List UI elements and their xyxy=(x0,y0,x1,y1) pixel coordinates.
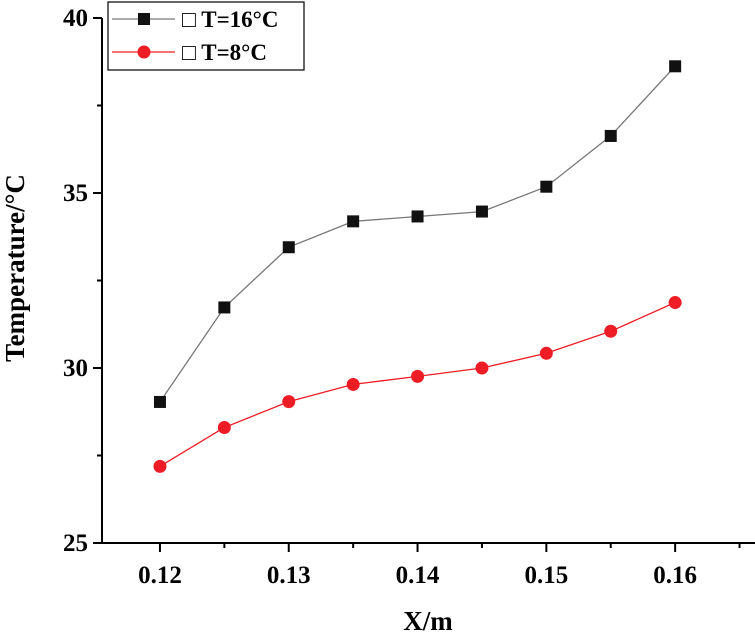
data-point-square xyxy=(282,241,295,254)
data-point-square xyxy=(604,129,617,142)
legend-marker-square xyxy=(138,13,150,25)
x-tick-label: 0.12 xyxy=(138,562,182,589)
data-point-square xyxy=(411,210,424,223)
data-point-circle xyxy=(411,369,425,383)
x-axis-title: X/m xyxy=(403,606,453,636)
data-point-circle xyxy=(153,459,167,473)
y-tick-label: 40 xyxy=(63,5,88,32)
data-point-circle xyxy=(282,395,296,409)
legend-label: □ T=16°C xyxy=(182,7,278,32)
series-line-1 xyxy=(159,301,676,467)
data-point-circle xyxy=(475,361,489,375)
series-line-0 xyxy=(159,65,676,403)
data-point-square xyxy=(475,205,488,218)
data-point-square xyxy=(540,180,553,193)
data-point-circle xyxy=(604,324,618,338)
x-tick-label: 0.14 xyxy=(396,562,440,589)
data-point-circle xyxy=(346,377,360,391)
legend-label: □ T=8°C xyxy=(182,40,267,65)
y-axis-title: Temperature/°C xyxy=(0,174,30,362)
x-tick-label: 0.15 xyxy=(524,562,568,589)
y-tick-label: 25 xyxy=(63,530,88,557)
y-tick-label: 35 xyxy=(63,180,88,207)
y-tick-label: 30 xyxy=(63,355,88,382)
data-point-square xyxy=(669,60,682,73)
data-point-square xyxy=(347,215,360,228)
x-tick-label: 0.16 xyxy=(653,562,697,589)
legend-box xyxy=(107,1,305,71)
legend-marker-circle xyxy=(137,45,151,59)
data-point-square xyxy=(218,301,231,314)
x-tick-label: 0.13 xyxy=(267,562,311,589)
data-point-circle xyxy=(668,296,682,310)
data-point-circle xyxy=(539,346,553,360)
data-point-circle xyxy=(217,421,231,434)
data-point-square xyxy=(153,395,166,408)
